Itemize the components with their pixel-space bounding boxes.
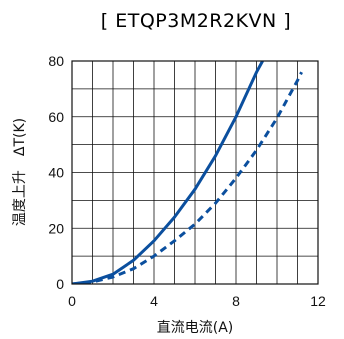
x-axis-ticks: 0 4 8 12: [68, 293, 326, 309]
y-tick-label: 40: [48, 165, 64, 181]
x-tick-label: 4: [150, 293, 158, 309]
y-tick-label: 0: [56, 276, 64, 292]
series-line-solid: [72, 61, 264, 284]
data-series: [72, 61, 303, 284]
chart-title: [ ETQP3M2R2KVN ]: [101, 10, 291, 32]
y-tick-label: 20: [48, 220, 64, 236]
plot-grid: [72, 61, 318, 284]
x-axis-label: 直流电流(A): [157, 319, 234, 336]
y-tick-label: 60: [48, 109, 64, 125]
y-axis-ticks: 0 20 40 60 80: [48, 53, 64, 292]
y-tick-label: 80: [48, 53, 64, 69]
x-tick-label: 8: [232, 293, 240, 309]
plot-frame: [71, 60, 319, 285]
x-tick-label: 12: [310, 293, 326, 309]
series-line-dashed: [72, 71, 303, 284]
x-tick-label: 0: [68, 293, 76, 309]
y-axis-label: 温度上升 ΔT(K): [12, 118, 28, 226]
